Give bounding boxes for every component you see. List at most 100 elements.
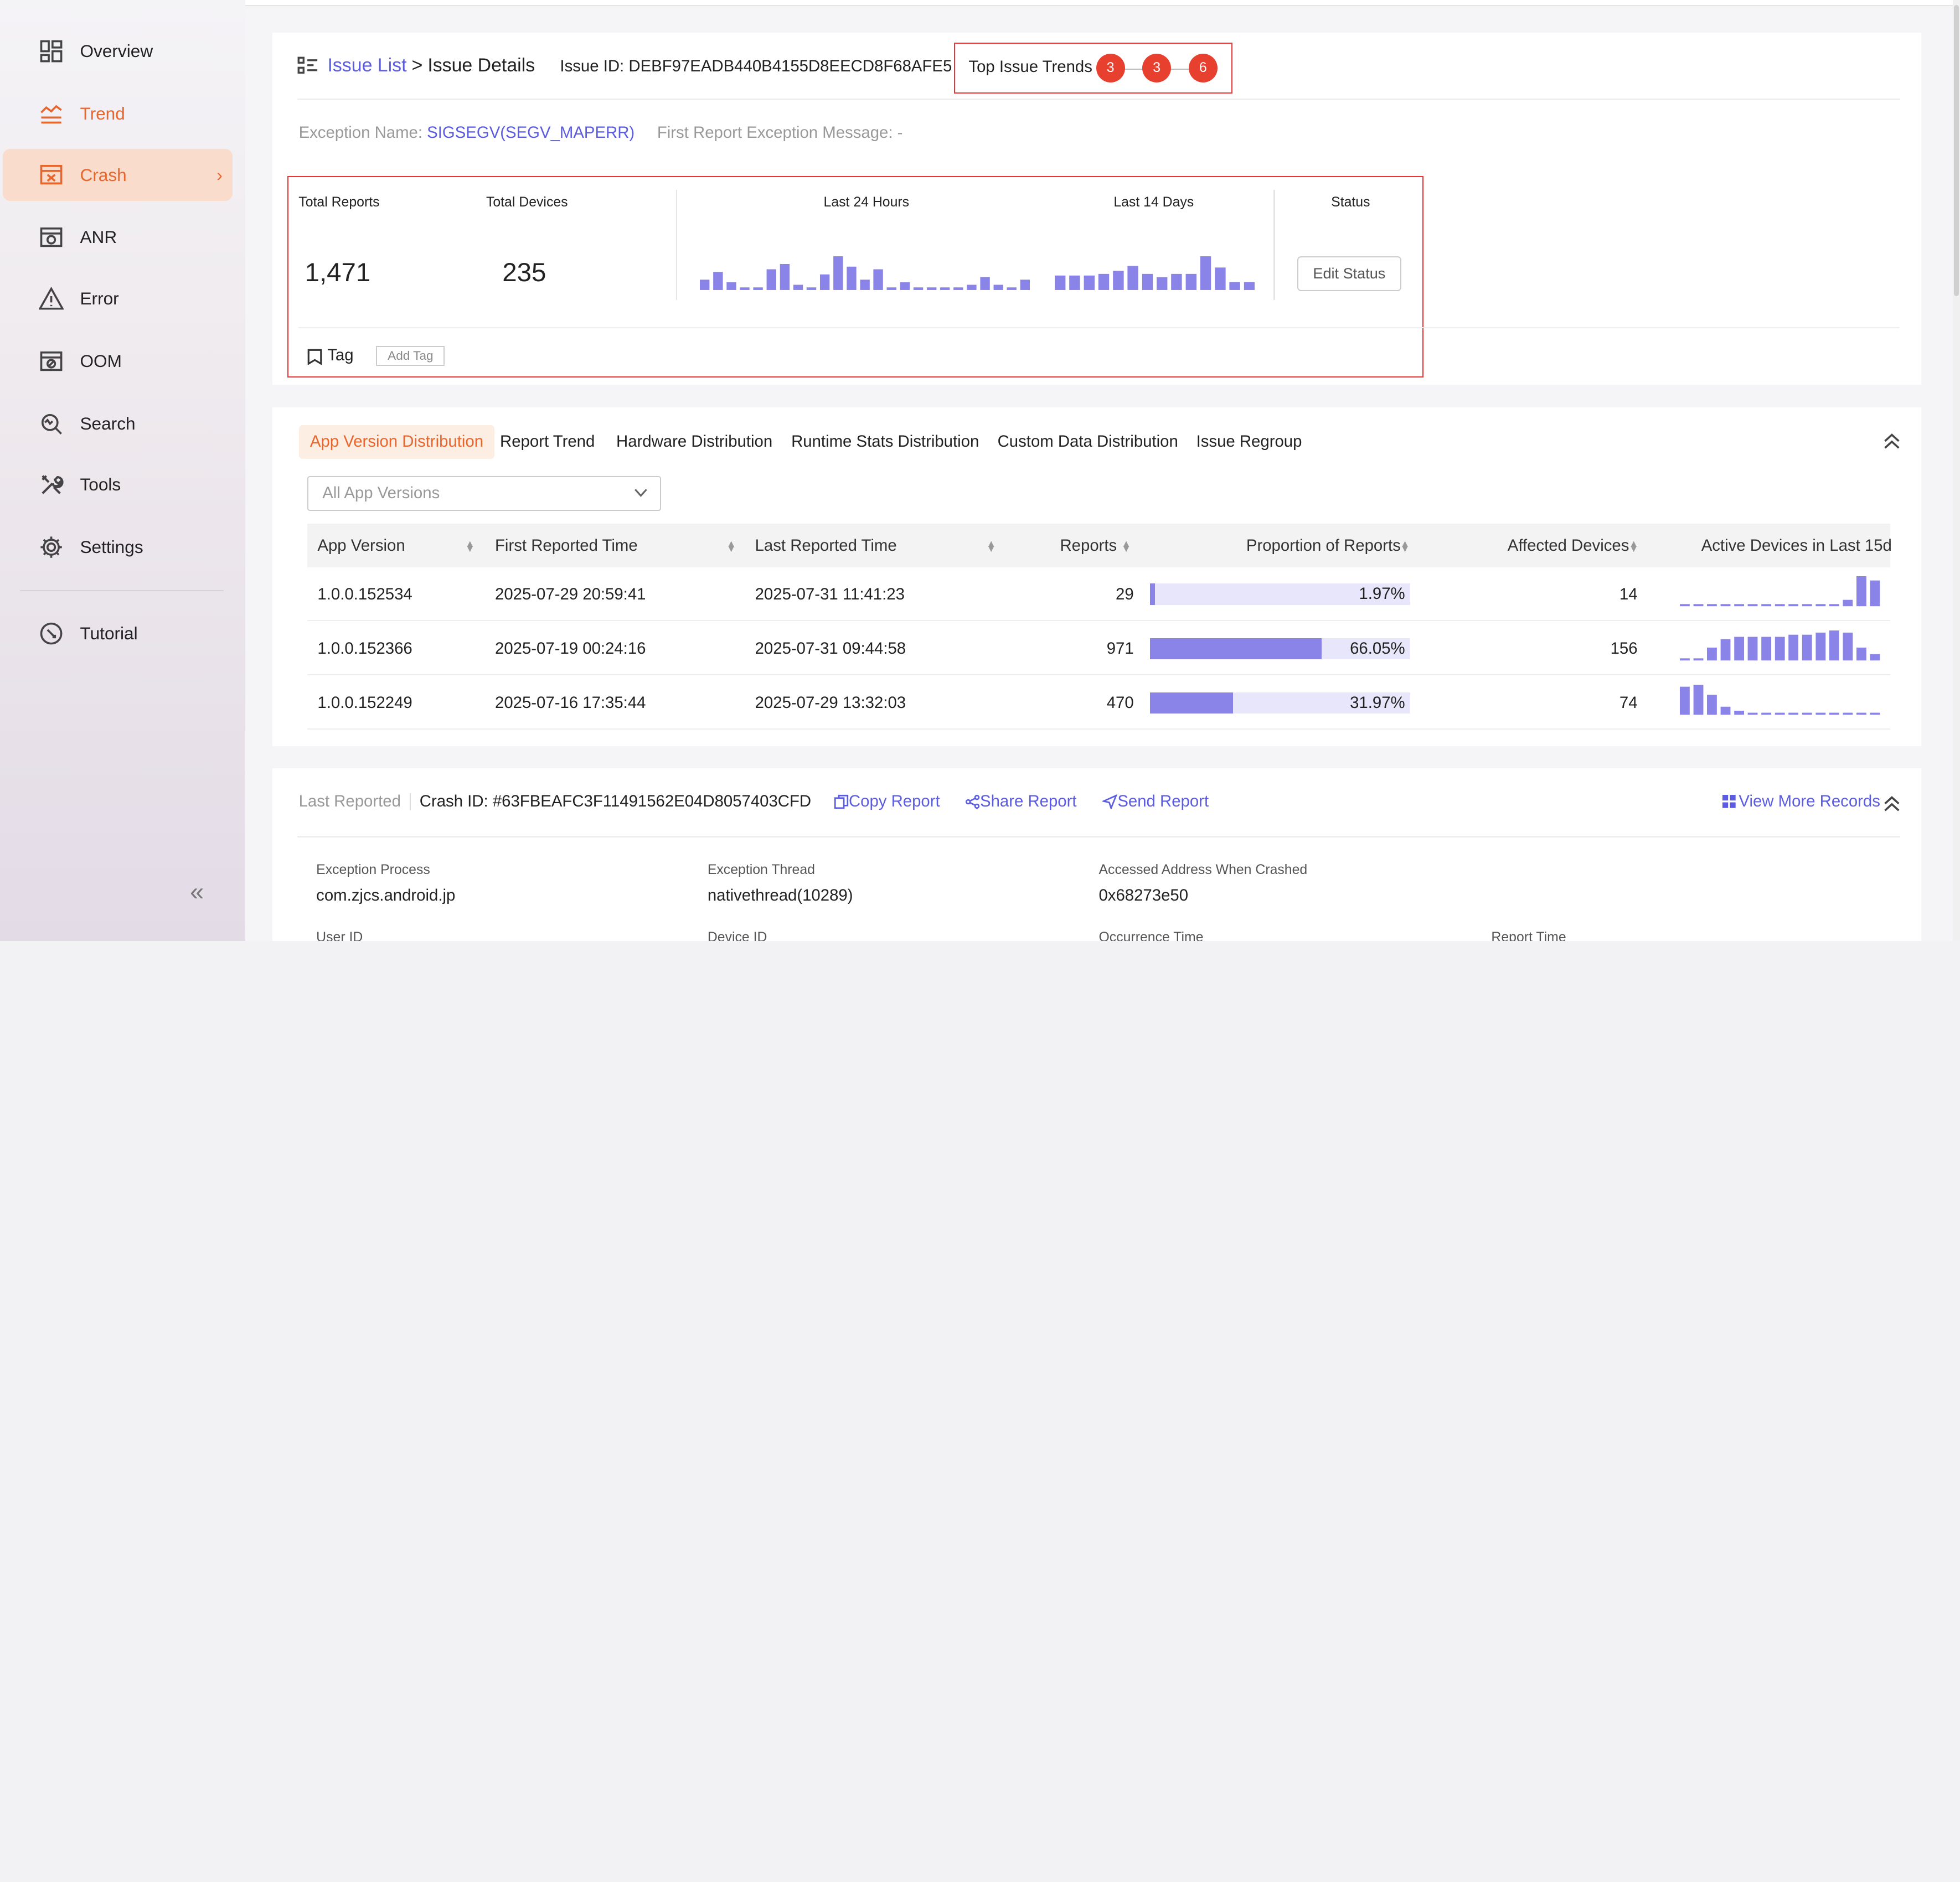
first-reported-cell: 2025-07-29 20:59:41 [495, 567, 646, 621]
tutorial-icon [39, 621, 64, 646]
app-version-select[interactable]: All App Versions [307, 476, 661, 511]
share-icon [965, 794, 980, 809]
collapse-sidebar-icon[interactable]: « [190, 877, 204, 906]
sparkline-bar [1789, 604, 1799, 606]
top-issue-trends-box[interactable]: Top Issue Trends 3 3 6 [954, 43, 1232, 94]
first-reported-cell: 2025-07-16 17:35:44 [495, 676, 646, 730]
trend-dot[interactable]: 3 [1096, 54, 1125, 82]
tag-label: Tag [327, 346, 353, 365]
sort-icon[interactable]: ▲▼ [1121, 541, 1131, 551]
sidebar-item-anr[interactable]: ANR [0, 211, 245, 264]
sidebar-item-label: Tutorial [80, 623, 137, 644]
sidebar-item-error[interactable]: Error [0, 272, 245, 325]
exception-name-label: Exception Name: [299, 123, 422, 142]
tab-custom-data-distribution[interactable]: Custom Data Distribution [986, 425, 1189, 459]
sparkline-bar [900, 282, 910, 290]
exception-name-value[interactable]: SIGSEGV(SEGV_MAPERR) [427, 123, 635, 142]
sparkline-bar [1680, 604, 1690, 606]
active-devices-sparkline [1680, 576, 1882, 614]
scrollbar-thumb[interactable] [1954, 5, 1959, 296]
share-report-button[interactable]: Share Report [965, 792, 1077, 811]
sidebar-item-label: Crash [80, 165, 126, 185]
column-reports[interactable]: Reports [1060, 524, 1117, 567]
top-bar [245, 0, 1960, 6]
exception-thread-label: Exception Thread [708, 862, 815, 878]
proportion-value: 66.05% [1350, 638, 1405, 659]
column-app-version[interactable]: App Version [317, 524, 405, 567]
sidebar-item-trend[interactable]: Trend [0, 87, 245, 140]
collapse-up-icon[interactable] [1882, 795, 1901, 813]
issue-list-link[interactable]: Issue List [327, 55, 406, 76]
column-first-reported[interactable]: First Reported Time [495, 524, 638, 567]
sparkline-bar [1157, 277, 1167, 289]
sidebar: Overview Trend Crash › ANR Error OOM Sea… [0, 0, 245, 941]
tab-app-version-distribution[interactable]: App Version Distribution [299, 425, 495, 459]
sidebar-item-label: Error [80, 288, 118, 309]
search-icon [39, 411, 64, 436]
sidebar-item-overview[interactable]: Overview [0, 25, 245, 77]
sidebar-item-search[interactable]: Search [0, 397, 245, 450]
add-tag-button[interactable]: Add Tag [376, 346, 445, 366]
sparkline-bar [1215, 267, 1225, 290]
sort-icon[interactable]: ▲▼ [726, 541, 736, 551]
sparkline-bar [887, 287, 896, 290]
last-reported-cell: 2025-07-31 11:41:23 [755, 567, 905, 621]
breadcrumb: Issue List > Issue Details [297, 55, 535, 76]
sort-icon[interactable]: ▲▼ [465, 541, 475, 551]
last-14-days-sparkline [1055, 256, 1255, 290]
proportion-bar: 66.05% [1150, 638, 1410, 659]
column-proportion[interactable]: Proportion of Reports [1246, 524, 1401, 567]
view-more-records-button[interactable]: View More Records [1722, 792, 1880, 811]
total-reports-value: 1,471 [305, 257, 371, 288]
proportion-value: 31.97% [1350, 692, 1405, 713]
sparkline-bar [1694, 604, 1704, 606]
sidebar-item-crash[interactable]: Crash › [3, 149, 233, 201]
tab-report-trend[interactable]: Report Trend [489, 425, 606, 459]
sparkline-bar [1762, 604, 1772, 606]
copy-report-button[interactable]: Copy Report [834, 792, 940, 811]
sparkline-bar [1098, 273, 1109, 289]
tab-hardware-distribution[interactable]: Hardware Distribution [605, 425, 784, 459]
sparkline-bar [1843, 599, 1853, 606]
trend-dot[interactable]: 3 [1142, 54, 1171, 82]
edit-status-button[interactable]: Edit Status [1297, 256, 1401, 291]
issue-details-card: Issue List > Issue Details Issue ID: DEB… [272, 33, 1921, 385]
sparkline-bar [1707, 604, 1717, 606]
user-id-label: User ID [316, 930, 363, 941]
collapse-up-icon[interactable] [1882, 432, 1901, 450]
sparkline-bar [726, 282, 736, 290]
column-last-reported[interactable]: Last Reported Time [755, 524, 897, 567]
sparkline-bar [1735, 637, 1745, 660]
last-reported-header: Last Reported Crash ID: #63FBEAFC3F11491… [299, 792, 812, 811]
proportion-bar: 1.97% [1150, 583, 1410, 604]
sort-icon[interactable]: ▲▼ [1400, 541, 1410, 551]
exception-thread-value: nativethread(10289) [708, 886, 853, 905]
column-affected-devices[interactable]: Affected Devices [1508, 524, 1629, 567]
chevron-right-icon: › [216, 165, 223, 185]
trend-dot[interactable]: 6 [1189, 54, 1218, 82]
app-version-cell: 1.0.0.152366 [317, 622, 412, 675]
sparkline-bar [1721, 639, 1731, 661]
scrollbar[interactable] [1953, 0, 1960, 941]
sidebar-item-settings[interactable]: Settings [0, 521, 245, 573]
tab-issue-regroup[interactable]: Issue Regroup [1185, 425, 1313, 459]
sort-icon[interactable]: ▲▼ [986, 541, 996, 551]
divider [1273, 190, 1275, 300]
sparkline-bar [1735, 604, 1745, 606]
column-active-devices: Active Devices in Last 15d [1701, 524, 1892, 567]
sidebar-item-tools[interactable]: Tools [0, 459, 245, 511]
sparkline-bar [1870, 580, 1880, 606]
status-label: Status [1331, 195, 1370, 210]
sparkline-bar [793, 285, 803, 289]
sidebar-item-tutorial[interactable]: Tutorial [0, 607, 245, 660]
proportion-bar-fill [1150, 638, 1322, 659]
sidebar-item-oom[interactable]: OOM [0, 335, 245, 387]
sparkline-bar [1680, 687, 1690, 715]
send-report-button[interactable]: Send Report [1102, 792, 1209, 811]
sparkline-bar [740, 287, 749, 290]
sort-icon[interactable]: ▲▼ [1629, 541, 1639, 551]
tab-runtime-stats-distribution[interactable]: Runtime Stats Distribution [780, 425, 991, 459]
